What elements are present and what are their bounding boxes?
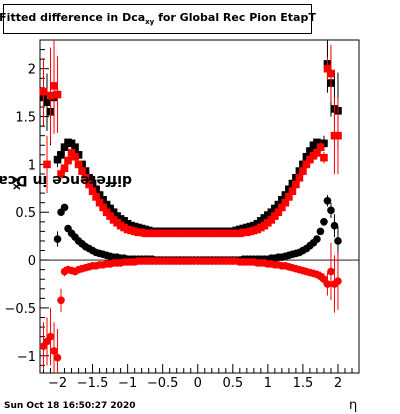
x-tick-label: 1 xyxy=(264,376,272,391)
data-point-circle xyxy=(57,296,65,305)
data-point-square xyxy=(39,87,48,96)
y-tick-label: 0.5 xyxy=(15,206,36,221)
x-tick-label: −2 xyxy=(48,376,67,391)
data-point-circle xyxy=(323,196,332,205)
data-point-square xyxy=(74,160,83,169)
plot-frame xyxy=(39,39,360,374)
data-point-square xyxy=(53,155,62,164)
data-point-square xyxy=(299,167,307,175)
data-point-square xyxy=(60,164,69,173)
data-point-square xyxy=(78,167,86,175)
y-axis-label-main: difference in Dca xyxy=(0,172,132,188)
data-point-circle xyxy=(323,280,332,288)
x-axis-label: η xyxy=(349,398,358,413)
x-tick-label: 2 xyxy=(334,376,342,391)
data-point-square xyxy=(85,180,93,189)
data-point-square xyxy=(88,187,97,195)
data-point-square xyxy=(53,90,62,99)
data-point-square xyxy=(60,143,69,151)
data-point-square xyxy=(109,208,118,217)
data-point-square xyxy=(281,198,290,207)
data-point-square xyxy=(323,64,332,73)
data-point-square xyxy=(285,193,293,201)
data-point-square xyxy=(43,160,51,169)
data-point-square xyxy=(267,216,276,224)
y-axis-label: difference in Dca XY xyxy=(0,62,132,192)
x-tick-label: −1.5 xyxy=(77,376,109,391)
data-point-square xyxy=(71,152,79,161)
data-point-square xyxy=(320,139,328,148)
data-point-square xyxy=(271,204,279,213)
data-point-circle xyxy=(320,218,328,226)
data-point-circle xyxy=(330,221,339,230)
x-tick-label: −0.5 xyxy=(147,376,179,391)
data-point-square xyxy=(57,151,65,159)
data-point-square xyxy=(292,180,300,189)
y-tick-label: 1.5 xyxy=(15,111,36,126)
data-point-square xyxy=(46,91,55,100)
data-point-square xyxy=(67,149,76,157)
y-tick-label: 2 xyxy=(28,63,36,78)
chart-title: Fitted difference in Dcaxy for Global Re… xyxy=(0,11,316,26)
data-point-circle xyxy=(53,353,62,362)
data-point-square xyxy=(278,203,286,212)
data-point-circle xyxy=(50,347,58,355)
y-tick-label: −0.5 xyxy=(4,302,36,317)
data-point-square xyxy=(81,173,90,182)
data-point-square xyxy=(92,193,100,201)
x-tick-label: 1.5 xyxy=(293,376,314,391)
data-point-circle xyxy=(316,227,325,236)
y-tick-label: 0 xyxy=(28,254,36,269)
data-point-square xyxy=(313,149,321,157)
data-point-square xyxy=(274,208,283,217)
chart-title-box: Fitted difference in Dcaxy for Global Re… xyxy=(0,4,316,34)
data-point-square xyxy=(302,160,311,169)
data-point-circle xyxy=(313,235,321,243)
data-point-circle xyxy=(53,235,62,243)
x-tick-label: −1 xyxy=(118,376,137,391)
data-point-square xyxy=(95,198,104,207)
data-point-square xyxy=(50,82,58,90)
data-point-square xyxy=(99,203,107,212)
data-point-circle xyxy=(327,206,335,215)
axis-ticks: −2 −1.5 −1 −0.5 0 0.5 1 1.5 2 −1 −0.5 0 0.5 1 1.5 2 xyxy=(4,39,360,391)
chart-title-suffix: for Global Rec Pion EtapT xyxy=(154,11,316,25)
data-point-square xyxy=(67,139,76,148)
data-marks xyxy=(39,40,342,373)
data-point-square xyxy=(64,156,72,165)
y-tick-label: 1 xyxy=(28,158,36,173)
data-point-square xyxy=(334,131,342,140)
data-point-square xyxy=(267,208,276,217)
data-point-circle xyxy=(60,203,69,212)
data-point-square xyxy=(295,173,304,182)
chart-title-subscript: xy xyxy=(145,18,155,27)
date-stamp: Sun Oct 18 16:50:27 2020 xyxy=(4,401,136,411)
data-point-circle xyxy=(334,237,342,245)
data-point-square xyxy=(327,69,335,78)
data-point-square xyxy=(288,187,297,195)
data-point-square xyxy=(106,212,114,220)
data-point-square xyxy=(306,155,314,164)
data-point-square xyxy=(106,204,114,213)
data-point-circle xyxy=(334,277,342,285)
data-point-square xyxy=(320,153,328,162)
data-point-circle xyxy=(46,332,55,341)
data-point-circle xyxy=(327,267,335,276)
data-point-square xyxy=(57,170,65,178)
chart-title-main: Fitted difference in Dca xyxy=(0,11,146,25)
y-tick-label: −1 xyxy=(17,350,36,365)
data-point-square xyxy=(71,143,79,151)
data-point-square xyxy=(306,147,314,155)
data-point-square xyxy=(271,212,279,220)
data-point-square xyxy=(102,208,111,217)
x-tick-label: 0.5 xyxy=(222,376,243,391)
data-point-square xyxy=(43,98,51,106)
x-tick-label: 0 xyxy=(194,376,202,391)
data-point-square xyxy=(316,143,325,151)
